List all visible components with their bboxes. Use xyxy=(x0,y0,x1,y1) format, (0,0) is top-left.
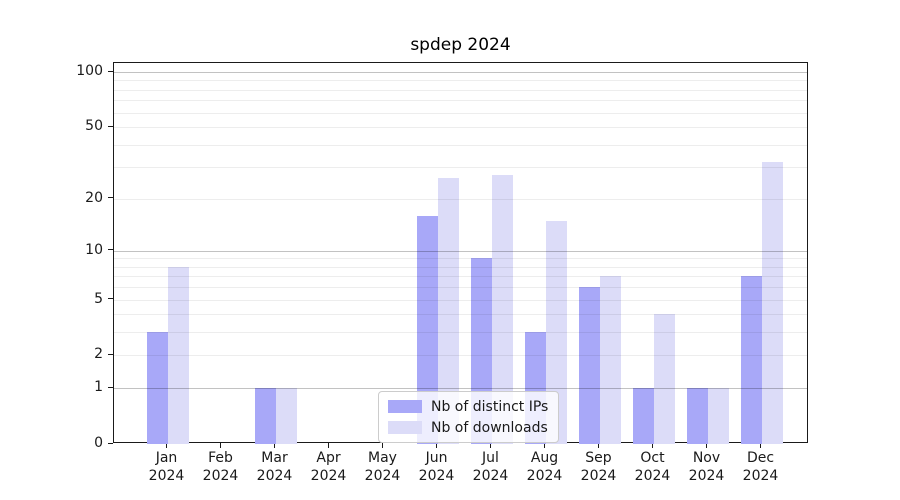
y-gridline-major-100 xyxy=(114,72,807,74)
y-tick-label-100: 100 xyxy=(76,63,103,80)
y-gridline-minor-30 xyxy=(114,167,807,169)
y-gridline-minor-7 xyxy=(114,276,807,278)
y-gridline-minor-5 xyxy=(114,299,807,301)
x-tick-label-may-2024: May 2024 xyxy=(364,450,401,484)
bar-nb-of-downloads-dec-2024 xyxy=(761,162,783,444)
bar-nb-of-downloads-sep-2024 xyxy=(599,276,621,444)
y-tick-label-10: 10 xyxy=(85,241,103,258)
x-tick-label-aug-2024: Aug 2024 xyxy=(526,450,563,484)
bar-nb-of-distinct-ips-mar-2024 xyxy=(254,388,276,444)
x-tick-mark-oct-2024 xyxy=(652,443,654,448)
legend-swatch-downloads xyxy=(388,421,422,434)
bar-nb-of-downloads-jan-2024 xyxy=(167,266,189,444)
bar-nb-of-downloads-mar-2024 xyxy=(275,388,297,444)
y-gridline-minor-50 xyxy=(114,127,807,129)
y-gridline-major-1 xyxy=(114,388,807,390)
y-gridline-minor-2 xyxy=(114,355,807,357)
y-tick-label-50: 50 xyxy=(85,118,103,135)
x-tick-label-dec-2024: Dec 2024 xyxy=(742,450,779,484)
x-tick-mark-jun-2024 xyxy=(436,443,438,448)
chart-title: spdep 2024 xyxy=(410,35,511,55)
x-tick-mark-jan-2024 xyxy=(166,443,168,448)
bar-nb-of-distinct-ips-nov-2024 xyxy=(686,388,708,444)
bar-nb-of-downloads-jun-2024 xyxy=(437,178,459,444)
bar-nb-of-downloads-nov-2024 xyxy=(707,388,729,444)
x-tick-mark-feb-2024 xyxy=(220,443,222,448)
bar-nb-of-distinct-ips-jan-2024 xyxy=(146,332,168,444)
y-tick-mark-1 xyxy=(108,386,113,388)
y-gridline-major-10 xyxy=(114,250,807,252)
bar-nb-of-distinct-ips-oct-2024 xyxy=(632,388,654,444)
y-gridline-minor-6 xyxy=(114,287,807,289)
x-tick-label-nov-2024: Nov 2024 xyxy=(688,450,725,484)
x-tick-label-oct-2024: Oct 2024 xyxy=(634,450,671,484)
legend-item-distinct-ips: Nb of distinct IPs xyxy=(388,397,548,416)
y-gridline-minor-4 xyxy=(114,314,807,316)
legend-item-downloads: Nb of downloads xyxy=(388,418,548,437)
x-tick-mark-mar-2024 xyxy=(274,443,276,448)
bar-nb-of-distinct-ips-jun-2024 xyxy=(416,215,438,444)
y-tick-label-1: 1 xyxy=(94,379,103,396)
x-tick-label-sep-2024: Sep 2024 xyxy=(580,450,617,484)
y-gridline-minor-20 xyxy=(114,198,807,200)
plot-area xyxy=(113,62,808,444)
bar-nb-of-distinct-ips-sep-2024 xyxy=(578,287,600,444)
x-tick-mark-apr-2024 xyxy=(328,443,330,448)
bar-nb-of-downloads-jul-2024 xyxy=(491,175,513,444)
x-tick-mark-dec-2024 xyxy=(760,443,762,448)
y-gridline-minor-60 xyxy=(114,112,807,114)
x-tick-label-mar-2024: Mar 2024 xyxy=(256,450,293,484)
bar-nb-of-downloads-aug-2024 xyxy=(545,220,567,444)
y-tick-label-2: 2 xyxy=(94,346,103,363)
y-tick-label-0: 0 xyxy=(94,435,103,451)
x-tick-label-jul-2024: Jul 2024 xyxy=(472,450,509,484)
y-tick-label-20: 20 xyxy=(85,189,103,206)
legend: Nb of distinct IPs Nb of downloads xyxy=(378,391,560,443)
y-tick-mark-50 xyxy=(108,125,113,127)
x-tick-mark-sep-2024 xyxy=(598,443,600,448)
y-tick-mark-0 xyxy=(108,442,113,444)
bars-layer xyxy=(114,63,807,444)
y-gridline-minor-9 xyxy=(114,258,807,260)
x-tick-mark-nov-2024 xyxy=(706,443,708,448)
bar-nb-of-downloads-oct-2024 xyxy=(653,314,675,444)
y-gridline-minor-90 xyxy=(114,80,807,82)
y-tick-mark-100 xyxy=(108,70,113,72)
y-tick-label-5: 5 xyxy=(94,290,103,307)
y-tick-mark-5 xyxy=(108,298,113,300)
y-gridline-minor-80 xyxy=(114,89,807,91)
legend-label-downloads: Nb of downloads xyxy=(431,419,548,436)
y-gridline-minor-8 xyxy=(114,266,807,268)
x-tick-mark-jul-2024 xyxy=(490,443,492,448)
y-gridline-minor-3 xyxy=(114,332,807,334)
bar-nb-of-distinct-ips-dec-2024 xyxy=(740,276,762,444)
x-tick-mark-aug-2024 xyxy=(544,443,546,448)
legend-label-distinct-ips: Nb of distinct IPs xyxy=(431,398,549,415)
x-tick-label-jan-2024: Jan 2024 xyxy=(148,450,185,484)
legend-swatch-distinct-ips xyxy=(388,400,422,413)
y-tick-mark-2 xyxy=(108,353,113,356)
y-gridline-minor-40 xyxy=(114,144,807,146)
y-gridline-minor-70 xyxy=(114,100,807,102)
y-tick-mark-20 xyxy=(108,197,113,199)
x-tick-mark-may-2024 xyxy=(382,443,384,448)
x-tick-label-apr-2024: Apr 2024 xyxy=(310,450,347,484)
x-tick-label-feb-2024: Feb 2024 xyxy=(202,450,239,484)
gridlines-layer xyxy=(114,63,807,442)
x-tick-label-jun-2024: Jun 2024 xyxy=(418,450,455,484)
y-tick-mark-10 xyxy=(108,249,113,251)
